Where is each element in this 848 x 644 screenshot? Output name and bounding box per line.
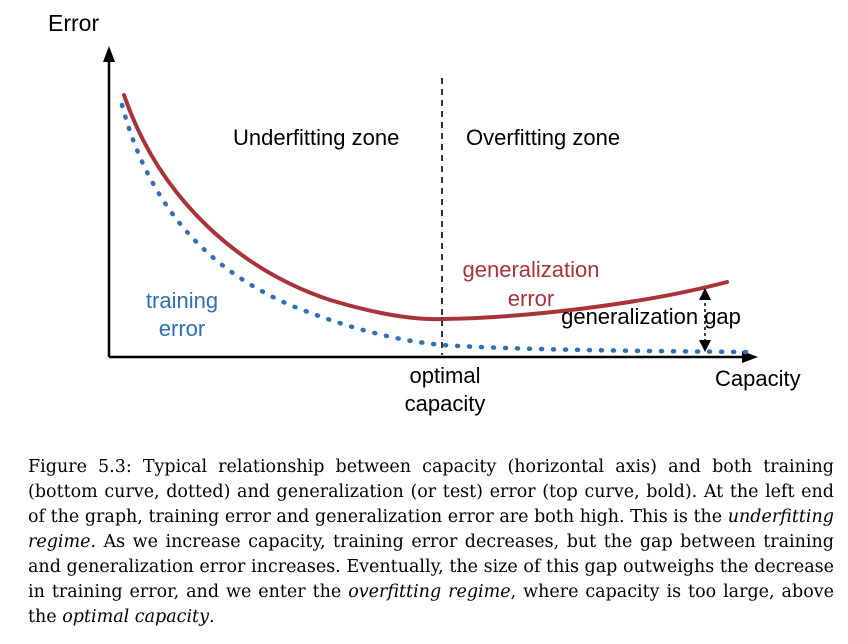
capacity-error-diagram: Error Capacity Underfitting zone Overfit… bbox=[48, 10, 801, 416]
caption-underfitting-term: underfitting regime bbox=[28, 507, 834, 552]
training-error-label-line1: training bbox=[146, 288, 218, 313]
caption-tail: . bbox=[208, 607, 215, 627]
caption-overfitting-term: overfitting regime bbox=[348, 582, 511, 602]
caption-optimal-term: optimal capacity bbox=[62, 607, 209, 627]
optimal-capacity-label-line2: capacity bbox=[405, 391, 486, 416]
generalization-error-curve bbox=[122, 93, 729, 322]
underfitting-zone-label: Underfitting zone bbox=[233, 125, 399, 150]
training-error-label-line2: error bbox=[159, 316, 205, 341]
x-axis-label: Capacity bbox=[715, 366, 801, 391]
overfitting-zone-label: Overfitting zone bbox=[466, 125, 620, 150]
caption-mid1: . As we increase capacity, training erro… bbox=[28, 532, 834, 602]
generalization-gap-label: generalization gap bbox=[561, 304, 741, 329]
gap-arrow-up-icon bbox=[699, 288, 711, 300]
caption-mid2: , where capacity is too large, above the bbox=[28, 582, 834, 627]
figure-caption: Figure 5.3: Typical relationship between… bbox=[28, 455, 834, 630]
y-axis-label: Error bbox=[48, 10, 99, 36]
training-error-curve bbox=[119, 102, 751, 355]
caption-lead: Figure 5.3: Typical relationship between… bbox=[28, 457, 834, 527]
generalization-error-label-line1: generalization bbox=[463, 257, 600, 282]
generalization-error-label-line2: error bbox=[508, 286, 554, 311]
gap-arrow-down-icon bbox=[699, 340, 711, 352]
optimal-capacity-label-line1: optimal bbox=[410, 363, 481, 388]
y-axis-arrow-icon bbox=[103, 46, 115, 62]
axes bbox=[107, 58, 748, 359]
